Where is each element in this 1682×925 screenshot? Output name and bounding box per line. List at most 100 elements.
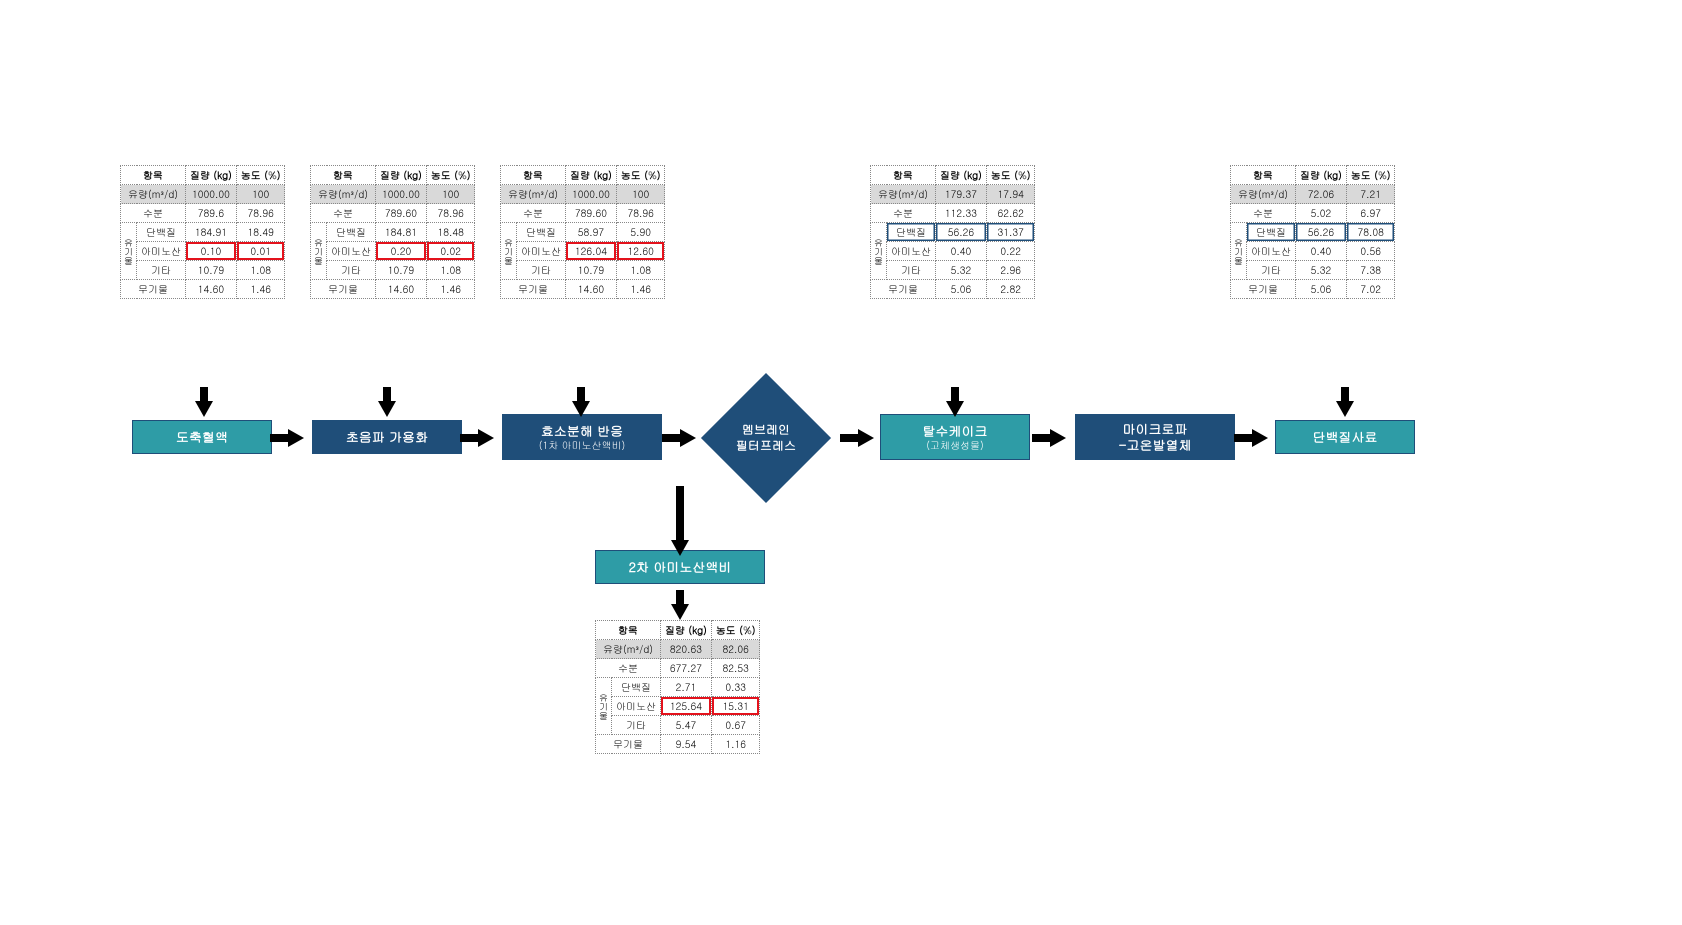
conc-cell: 78.96 xyxy=(426,204,475,223)
conc-cell: 1.46 xyxy=(236,280,285,299)
row-label: 수분 xyxy=(1231,204,1296,223)
mass-cell: 5.02 xyxy=(1296,204,1347,223)
arrow-right-icon xyxy=(1050,429,1066,447)
row-label: 단백질 xyxy=(517,223,566,242)
col-mass: 질량 (kg) xyxy=(186,166,237,185)
process-p5: 탈수케이크(고체생성물) xyxy=(880,414,1030,460)
col-conc: 농도 (%) xyxy=(426,166,475,185)
row-label: 기타 xyxy=(517,261,566,280)
organic-label: 유기물 xyxy=(596,678,612,735)
col-item: 항목 xyxy=(501,166,566,185)
data-table-t6: 항목 질량 (kg) 농도 (%) 유량(m³/d) 820.63 82.06 … xyxy=(595,620,760,754)
arrow-down-icon xyxy=(671,540,689,556)
arrow-down-icon xyxy=(671,604,689,620)
row-label: 단백질 xyxy=(612,678,661,697)
organic-label: 유기물 xyxy=(1231,223,1247,280)
col-conc: 농도 (%) xyxy=(711,621,760,640)
row-label: 기타 xyxy=(327,261,376,280)
organic-label: 유기물 xyxy=(121,223,137,280)
mass-cell: 14.60 xyxy=(376,280,427,299)
conc-cell: 78.96 xyxy=(616,204,665,223)
conc-cell: 1.46 xyxy=(426,280,475,299)
col-mass: 질량 (kg) xyxy=(376,166,427,185)
arrow-down-icon xyxy=(572,401,590,417)
mass-cell: 677.27 xyxy=(661,659,712,678)
row-label: 무기물 xyxy=(1231,280,1296,299)
row-label: 무기물 xyxy=(596,735,661,754)
row-label: 수분 xyxy=(596,659,661,678)
row-label: 단백질 xyxy=(887,223,936,242)
process-p3: 효소분해 반응(1차 아미노산액비) xyxy=(502,414,662,460)
row-label: 수분 xyxy=(121,204,186,223)
arrow-right-icon xyxy=(478,429,494,447)
process-p6: 마이크로파-고온발열체 xyxy=(1075,414,1235,460)
data-table-t5: 항목 질량 (kg) 농도 (%) 유량(m³/d) 72.06 7.21 수분… xyxy=(1230,165,1395,299)
col-mass: 질량 (kg) xyxy=(1296,166,1347,185)
row-label: 아미노산 xyxy=(1247,242,1296,261)
conc-cell: 7.02 xyxy=(1346,280,1395,299)
col-item: 항목 xyxy=(871,166,936,185)
organic-label: 유기물 xyxy=(871,223,887,280)
row-flow-label: 유량(m³/d) xyxy=(1231,185,1296,204)
col-mass: 질량 (kg) xyxy=(936,166,987,185)
row-label: 아미노산 xyxy=(887,242,936,261)
arrow-down-icon xyxy=(195,401,213,417)
col-item: 항목 xyxy=(121,166,186,185)
col-item: 항목 xyxy=(1231,166,1296,185)
row-label: 수분 xyxy=(871,204,936,223)
row-label: 수분 xyxy=(311,204,376,223)
process-p4: 멤브레인필터프레스 xyxy=(701,422,831,453)
row-label: 무기물 xyxy=(311,280,376,299)
col-conc: 농도 (%) xyxy=(236,166,285,185)
row-label: 단백질 xyxy=(327,223,376,242)
arrow-down-icon xyxy=(378,401,396,417)
col-mass: 질량 (kg) xyxy=(566,166,617,185)
conc-cell: 1.16 xyxy=(711,735,760,754)
row-label: 무기물 xyxy=(501,280,566,299)
organic-label: 유기물 xyxy=(311,223,327,280)
row-label: 기타 xyxy=(1247,261,1296,280)
row-label: 단백질 xyxy=(1247,223,1296,242)
row-flow-label: 유량(m³/d) xyxy=(121,185,186,204)
arrow-down-icon xyxy=(946,401,964,417)
mass-cell: 9.54 xyxy=(661,735,712,754)
arrow-right-icon xyxy=(288,429,304,447)
conc-cell: 1.46 xyxy=(616,280,665,299)
col-conc: 농도 (%) xyxy=(616,166,665,185)
row-label: 무기물 xyxy=(121,280,186,299)
mass-cell: 789.60 xyxy=(376,204,427,223)
data-table-t3: 항목 질량 (kg) 농도 (%) 유량(m³/d) 1000.00 100 수… xyxy=(500,165,665,299)
conc-cell: 82.53 xyxy=(711,659,760,678)
conc-cell: 2.82 xyxy=(986,280,1035,299)
row-label: 아미노산 xyxy=(327,242,376,261)
col-conc: 농도 (%) xyxy=(986,166,1035,185)
conc-cell: 78.96 xyxy=(236,204,285,223)
col-item: 항목 xyxy=(311,166,376,185)
row-flow-label: 유량(m³/d) xyxy=(596,640,661,659)
row-label: 기타 xyxy=(887,261,936,280)
row-label: 기타 xyxy=(137,261,186,280)
mass-cell: 5.06 xyxy=(936,280,987,299)
arrow-right-icon xyxy=(680,429,696,447)
conc-cell: 62.62 xyxy=(986,204,1035,223)
row-label: 아미노산 xyxy=(517,242,566,261)
row-flow-label: 유량(m³/d) xyxy=(501,185,566,204)
row-label: 아미노산 xyxy=(137,242,186,261)
row-label: 수분 xyxy=(501,204,566,223)
row-flow-label: 유량(m³/d) xyxy=(871,185,936,204)
conc-cell: 6.97 xyxy=(1346,204,1395,223)
mass-cell: 112.33 xyxy=(936,204,987,223)
col-mass: 질량 (kg) xyxy=(661,621,712,640)
row-label: 단백질 xyxy=(137,223,186,242)
process-p2: 초음파 가용화 xyxy=(312,420,462,454)
data-table-t4: 항목 질량 (kg) 농도 (%) 유량(m³/d) 179.37 17.94 … xyxy=(870,165,1035,299)
row-label: 아미노산 xyxy=(612,697,661,716)
arrow-right-icon xyxy=(1252,429,1268,447)
mass-cell: 14.60 xyxy=(186,280,237,299)
data-table-t2: 항목 질량 (kg) 농도 (%) 유량(m³/d) 1000.00 100 수… xyxy=(310,165,475,299)
row-label: 기타 xyxy=(612,716,661,735)
process-p7: 단백질사료 xyxy=(1275,420,1415,454)
row-label: 무기물 xyxy=(871,280,936,299)
mass-cell: 5.06 xyxy=(1296,280,1347,299)
mass-cell: 789.6 xyxy=(186,204,237,223)
